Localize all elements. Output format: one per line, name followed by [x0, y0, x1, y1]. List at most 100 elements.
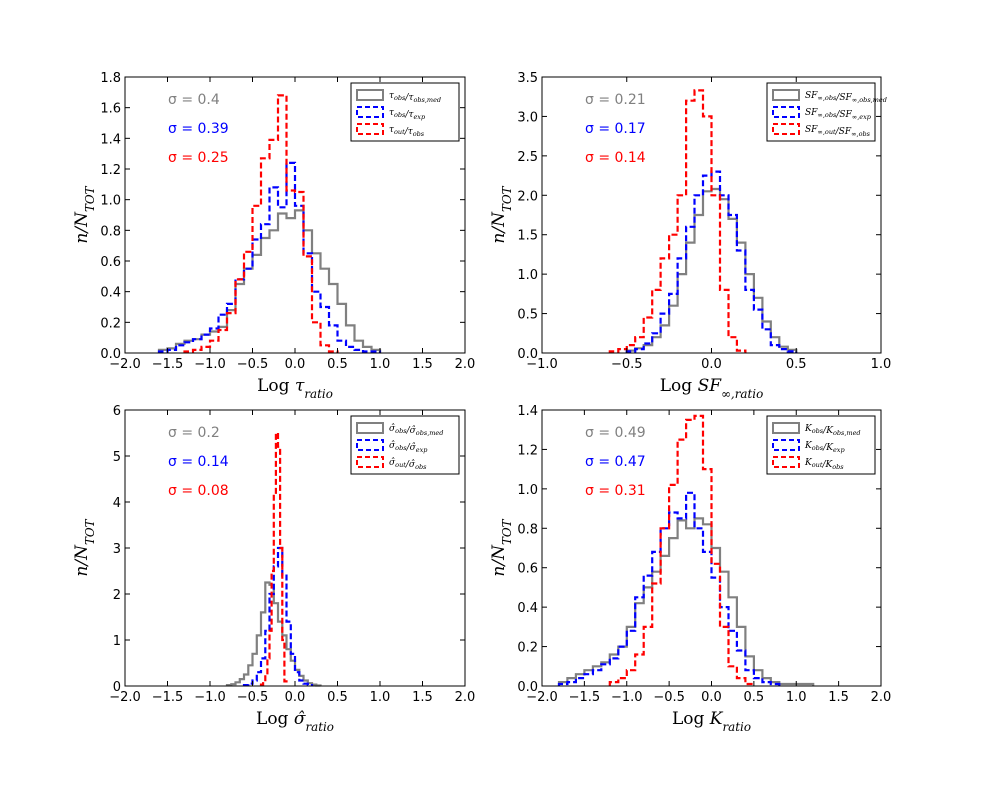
legend: τobs/τobs,med τobs/τexp τout/τobs — [350, 82, 460, 142]
x-tick-label: 0.0 — [285, 690, 306, 705]
legend-entry-3: σ̂out/σ̂obs — [389, 457, 427, 471]
chart-panel-3: −2.0 −1.5 −1.0 −0.5 0.0 0.5 1.0 1.5 2.0 0 1 2 3 4 5 6 Lo… — [72, 404, 475, 734]
legend: Kobs/Kobs,med Kobs/Kexp Kout/Kobs — [766, 415, 876, 475]
x-tick-label: 1.5 — [412, 690, 433, 705]
legend-entry-3: Kout/Kobs — [804, 458, 844, 471]
legend-entry-1: τobs/τobs,med — [389, 91, 441, 104]
x-tick-label: −0.5 — [237, 357, 269, 372]
legend-swatch — [356, 106, 384, 118]
x-tick-label: −1.0 — [526, 357, 558, 372]
x-tick-label: −1.0 — [194, 357, 226, 372]
x-tick-label: −0.5 — [653, 690, 685, 705]
legend-box — [766, 415, 876, 475]
series-2-histogram — [557, 491, 781, 686]
x-tick-label: 2.0 — [455, 357, 476, 372]
series-3-histogram — [183, 94, 339, 353]
sigma-label-2: σ = 0.39 — [168, 121, 229, 137]
x-tick-label: −1.0 — [194, 690, 226, 705]
series-2-histogram — [625, 170, 798, 353]
y-tick-label: 1.0 — [517, 483, 538, 498]
legend-swatch — [772, 106, 800, 118]
sigma-label-1: σ = 0.21 — [585, 92, 646, 108]
y-axis-label: n/NTOT — [489, 518, 514, 576]
chart-panel-2: −1.0 −0.5 0.0 0.5 1.0 0.0 0.5 1.0 1.5 2.0 2.5 3.0 3.… — [489, 71, 891, 401]
sigma-label-3: σ = 0.25 — [168, 150, 229, 166]
series-1-histogram — [625, 187, 798, 353]
legend-box — [350, 82, 460, 142]
legend: SF∞,obs/SF∞,obs,med SF∞,obs/SF∞,exp SF∞,ou… — [766, 82, 887, 142]
x-tick-label: 0.5 — [327, 690, 348, 705]
x-tick-label: 1.0 — [871, 357, 892, 372]
legend-swatch — [772, 422, 800, 434]
y-axis-label: n/NTOT — [72, 185, 97, 243]
x-tick-label: 0.0 — [701, 357, 722, 372]
y-tick-label: 1.0 — [100, 194, 121, 209]
x-tick-label: −1.5 — [152, 357, 184, 372]
x-tick-label: −0.5 — [611, 357, 643, 372]
series-2-histogram — [157, 161, 382, 353]
series-3-histogram — [608, 414, 755, 686]
sigma-label-2: σ = 0.14 — [168, 454, 229, 470]
x-tick-label: 0.0 — [701, 690, 722, 705]
x-tick-label: 0.5 — [327, 357, 348, 372]
legend-entry-1: Kobs/Kobs,med — [804, 424, 861, 437]
legend-swatch — [772, 123, 800, 135]
series-2-histogram — [242, 546, 314, 687]
series-3-histogram — [608, 89, 747, 353]
y-tick-label: 1.2 — [517, 443, 538, 458]
y-tick-label: 0.0 — [100, 347, 121, 362]
legend: σ̂obs/σ̂obs,med σ̂obs/σ̂exp σ̂out/σ̂obs — [350, 415, 460, 475]
x-tick-label: 0.5 — [744, 690, 765, 705]
legend-entry-1: SF∞,obs/SF∞,obs,med — [805, 91, 887, 104]
chart-panel-1: −2.0 −1.5 −1.0 −0.5 0.0 0.5 1.0 1.5 2.0 0.0 0.2 0.4… — [72, 71, 475, 401]
x-tick-label: 2.0 — [871, 690, 892, 705]
legend-entry-2: Kobs/Kexp — [804, 441, 845, 454]
y-tick-label: 0.4 — [517, 601, 538, 616]
sigma-label-3: σ = 0.31 — [585, 483, 646, 499]
sigma-label-2: σ = 0.47 — [585, 454, 646, 470]
y-tick-label: 5 — [113, 450, 121, 465]
x-axis-label: Log Kratio — [672, 709, 751, 734]
x-tick-label: 0.5 — [786, 357, 807, 372]
y-tick-label: 1.5 — [517, 229, 538, 244]
series-1-histogram — [225, 581, 322, 687]
legend-swatch — [356, 123, 384, 135]
x-tick-label: −0.5 — [237, 690, 269, 705]
x-tick-label: 1.0 — [370, 690, 391, 705]
y-tick-label: 1.4 — [517, 404, 538, 419]
sigma-label-3: σ = 0.08 — [168, 483, 229, 499]
chart-panel-4: −2.0 −1.5 −1.0 −0.5 0.0 0.5 1.0 1.5 2.0 0.0 0.2 0.4… — [489, 404, 891, 734]
legend-entry-3: τout/τobs — [389, 125, 425, 138]
x-tick-label: 1.5 — [412, 357, 433, 372]
x-tick-label: −1.5 — [569, 690, 601, 705]
y-tick-label: 0.2 — [100, 316, 121, 331]
y-tick-label: 0.8 — [100, 224, 121, 239]
series-3-histogram — [259, 431, 288, 686]
sigma-label-1: σ = 0.2 — [168, 425, 220, 441]
x-axis-label: Log τratio — [257, 376, 333, 401]
x-tick-label: 1.0 — [786, 690, 807, 705]
legend-swatch — [356, 456, 384, 468]
x-tick-label: −2.0 — [526, 690, 558, 705]
y-tick-label: 1.4 — [100, 132, 121, 147]
y-tick-label: 3.0 — [517, 110, 538, 125]
y-tick-label: 0.8 — [517, 522, 538, 537]
y-tick-label: 3 — [113, 542, 121, 557]
sigma-label-1: σ = 0.49 — [585, 425, 646, 441]
x-tick-label: 1.5 — [828, 690, 849, 705]
y-tick-label: 0 — [113, 680, 121, 695]
x-tick-label: −1.5 — [152, 690, 184, 705]
x-tick-label: −2.0 — [109, 357, 141, 372]
legend-entry-1: σ̂obs/σ̂obs,med — [389, 423, 443, 437]
x-tick-label: 2.0 — [455, 690, 476, 705]
x-tick-label: 0.0 — [285, 357, 306, 372]
y-tick-label: 0.0 — [517, 680, 538, 695]
y-tick-label: 0.5 — [517, 308, 538, 323]
y-tick-label: 2.5 — [517, 150, 538, 165]
y-tick-label: 0.6 — [517, 562, 538, 577]
y-tick-label: 1.6 — [100, 102, 121, 117]
y-tick-label: 2.0 — [517, 189, 538, 204]
legend-swatch — [772, 439, 800, 451]
legend-entry-2: τobs/τexp — [389, 108, 426, 121]
y-tick-label: 4 — [113, 496, 121, 511]
